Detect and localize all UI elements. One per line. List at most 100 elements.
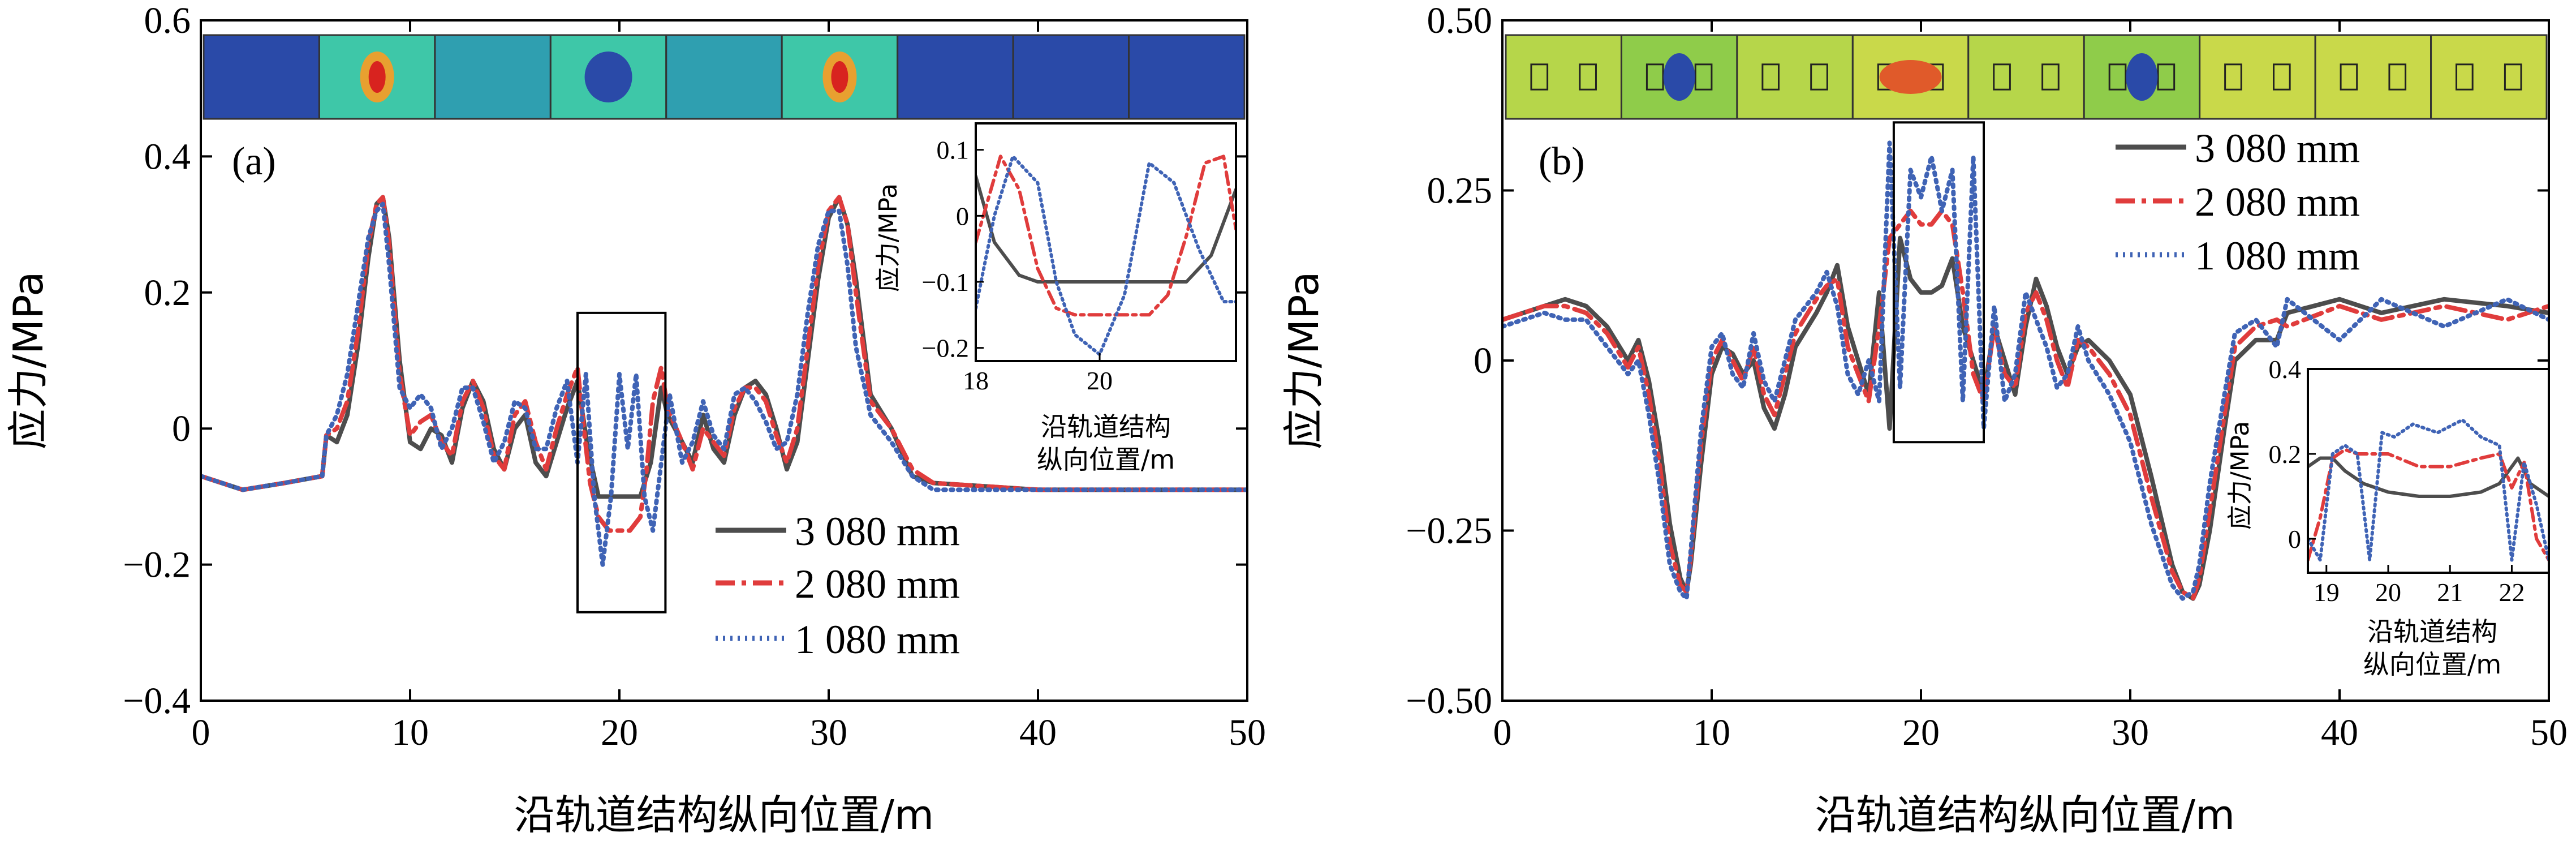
inset-y-tick-label-b-2: 0.4 xyxy=(2269,355,2302,384)
legend-label-2080-b: 2 080 mm xyxy=(2195,179,2360,225)
panel-b: 0 10 20 30 40 50 −0.50 −0.25 0 0.25 0.50 (b) 应力/MP… xyxy=(1280,0,2568,839)
contour-coldspot-b-5 xyxy=(2126,53,2158,101)
contour-cell-a-3 xyxy=(549,34,667,120)
series-group-a xyxy=(201,195,1247,567)
inset-x-tick-label-b-1: 20 xyxy=(2375,578,2401,607)
x-tick-label-b-3: 30 xyxy=(2112,712,2149,753)
y-tick-label-b-1: −0.25 xyxy=(1406,510,1492,552)
inset-y-tick-label-a-1: −0.1 xyxy=(922,268,969,297)
inset-a: 18 20 −0.2 −0.1 0 0.1 应力/MPa 沿轨道结构 纵向位置/m xyxy=(874,122,1237,475)
contour-coldspot-a-3 xyxy=(584,52,632,102)
legend-label-1080-a: 1 080 mm xyxy=(795,617,960,662)
inset-frame-b xyxy=(2307,368,2550,574)
x-tick-label-b-5: 50 xyxy=(2530,712,2568,753)
contour-block-b-2-1 xyxy=(1810,63,1828,91)
x-tick-label-a-1: 10 xyxy=(391,712,429,753)
panel-label-a: (a) xyxy=(232,140,276,183)
series-group-b xyxy=(1502,140,2549,601)
contour-cell-b-2 xyxy=(1736,34,1854,120)
y-tick-label-b-3: 0.25 xyxy=(1427,170,1493,212)
y-axis-label-a: 应力/MPa xyxy=(5,272,52,450)
inset-y-tick-label-b-1: 0.2 xyxy=(2269,440,2302,469)
x-tick-label-b-4: 40 xyxy=(2321,712,2358,753)
contour-cell-b-8 xyxy=(2430,34,2548,120)
legend-b: 3 080 mm 2 080 mm 1 080 mm xyxy=(2116,126,2360,278)
contour-cell-a-2 xyxy=(434,34,552,120)
series-line-1080mm-a xyxy=(201,201,1247,567)
inset-ticks-b: 19 20 21 22 0 0.2 0.4 xyxy=(2269,355,2525,607)
panel-a: 0 10 20 30 40 50 −0.4 −0.2 0 0.2 0.4 0.6 (a) 应力/MPa… xyxy=(5,0,1266,839)
contour-cell-a-7 xyxy=(1012,34,1130,120)
contour-block-b-1-1 xyxy=(1694,63,1713,91)
x-tick-label-a-3: 30 xyxy=(810,712,847,753)
axis-ticks-a: 0 10 20 30 40 50 −0.4 −0.2 0 0.2 0.4 0.6 xyxy=(123,0,1266,753)
inset-x-tick-label-b-0: 19 xyxy=(2314,578,2340,607)
inset-x-label-line2-a: 纵向位置/m xyxy=(1037,444,1175,475)
y-tick-label-a-1: −0.2 xyxy=(123,544,191,586)
inset-x-tick-label-a-1: 20 xyxy=(1087,366,1113,395)
inset-y-tick-label-b-0: 0 xyxy=(2288,525,2301,553)
inset-ticks-a: 18 20 −0.2 −0.1 0 0.1 xyxy=(922,136,1113,395)
x-tick-label-a-5: 50 xyxy=(1229,712,1266,753)
y-tick-label-a-0: −0.4 xyxy=(123,680,191,722)
legend-a: 3 080 mm 2 080 mm 1 080 mm xyxy=(716,509,960,662)
x-axis-label-b: 沿轨道结构纵向位置/m xyxy=(1815,791,2235,839)
contour-block-b-6-1 xyxy=(2273,63,2291,91)
contour-block-b-1-0 xyxy=(1645,63,1664,91)
contour-cell-b-7 xyxy=(2314,34,2432,120)
x-tick-label-b-1: 10 xyxy=(1693,712,1730,753)
y-tick-label-a-4: 0.4 xyxy=(144,136,191,177)
legend-label-1080-b: 1 080 mm xyxy=(2195,233,2360,278)
contour-strip-a xyxy=(203,34,1246,120)
contour-block-b-7-1 xyxy=(2388,63,2407,91)
contour-block-b-2-0 xyxy=(1761,63,1780,91)
contour-coldspot-b-1 xyxy=(1663,53,1695,101)
highlight-box-a xyxy=(576,311,667,613)
contour-cell-a-8 xyxy=(1128,34,1246,120)
inset-series-b xyxy=(2308,418,2549,562)
contour-block-b-0-1 xyxy=(1579,63,1597,91)
contour-block-b-6-0 xyxy=(2224,63,2242,91)
contour-cell-b-4 xyxy=(1967,34,2085,120)
contour-core-a-5 xyxy=(831,61,848,93)
x-tick-label-b-0: 0 xyxy=(1493,712,1512,753)
contour-block-b-8-0 xyxy=(2456,63,2474,91)
legend-label-2080-a: 2 080 mm xyxy=(795,561,960,607)
inset-b: 19 20 21 22 0 0.2 0.4 应力/MPa 沿轨道结构 纵向位置/m xyxy=(2226,355,2550,680)
y-tick-label-b-4: 0.50 xyxy=(1427,0,1493,41)
contour-block-b-4-0 xyxy=(1993,63,2011,91)
inset-series-line-3080mm-a xyxy=(976,174,1236,284)
contour-cell-a-0 xyxy=(203,34,320,120)
series-line-1080mm-b xyxy=(1502,140,2549,601)
inset-x-label-line1-a: 沿轨道结构 xyxy=(1041,411,1171,442)
x-tick-label-a-2: 20 xyxy=(601,712,638,753)
inset-y-tick-label-a-3: 0.1 xyxy=(937,136,970,165)
inset-y-label-b: 应力/MPa xyxy=(2226,421,2255,530)
contour-block-b-8-1 xyxy=(2504,63,2522,91)
contour-cell-a-6 xyxy=(897,34,1014,120)
y-tick-label-b-0: −0.50 xyxy=(1406,680,1492,722)
inset-y-label-a: 应力/MPa xyxy=(874,183,903,292)
x-tick-label-a-4: 40 xyxy=(1019,712,1057,753)
inset-frame-a xyxy=(975,122,1237,362)
y-tick-label-b-2: 0 xyxy=(1474,340,1492,381)
contour-block-b-7-0 xyxy=(2340,63,2358,91)
contour-block-b-4-1 xyxy=(2041,63,2060,91)
x-axis-label-a: 沿轨道结构纵向位置/m xyxy=(514,791,934,839)
y-tick-label-a-2: 0 xyxy=(172,408,191,449)
inset-series-line-1080mm-b xyxy=(2308,418,2549,562)
y-tick-label-a-3: 0.2 xyxy=(144,272,191,314)
contour-block-b-5-0 xyxy=(2108,63,2127,91)
axis-ticks-b: 0 10 20 30 40 50 −0.50 −0.25 0 0.25 0.50 xyxy=(1406,0,2568,753)
x-tick-label-b-2: 20 xyxy=(1902,712,1940,753)
inset-x-tick-label-a-0: 18 xyxy=(963,366,989,395)
inset-x-tick-label-b-2: 21 xyxy=(2437,578,2463,607)
legend-label-3080-b: 3 080 mm xyxy=(2195,126,2360,171)
inset-series-line-2080mm-b xyxy=(2308,448,2549,562)
contour-cell-b-0 xyxy=(1505,34,1622,120)
contour-strip-b xyxy=(1505,34,2548,120)
contour-cell-b-6 xyxy=(2199,34,2316,120)
series-line-2080mm-a xyxy=(201,195,1247,533)
highlight-box-b xyxy=(1892,121,1985,444)
inset-y-tick-label-a-2: 0 xyxy=(956,201,969,230)
